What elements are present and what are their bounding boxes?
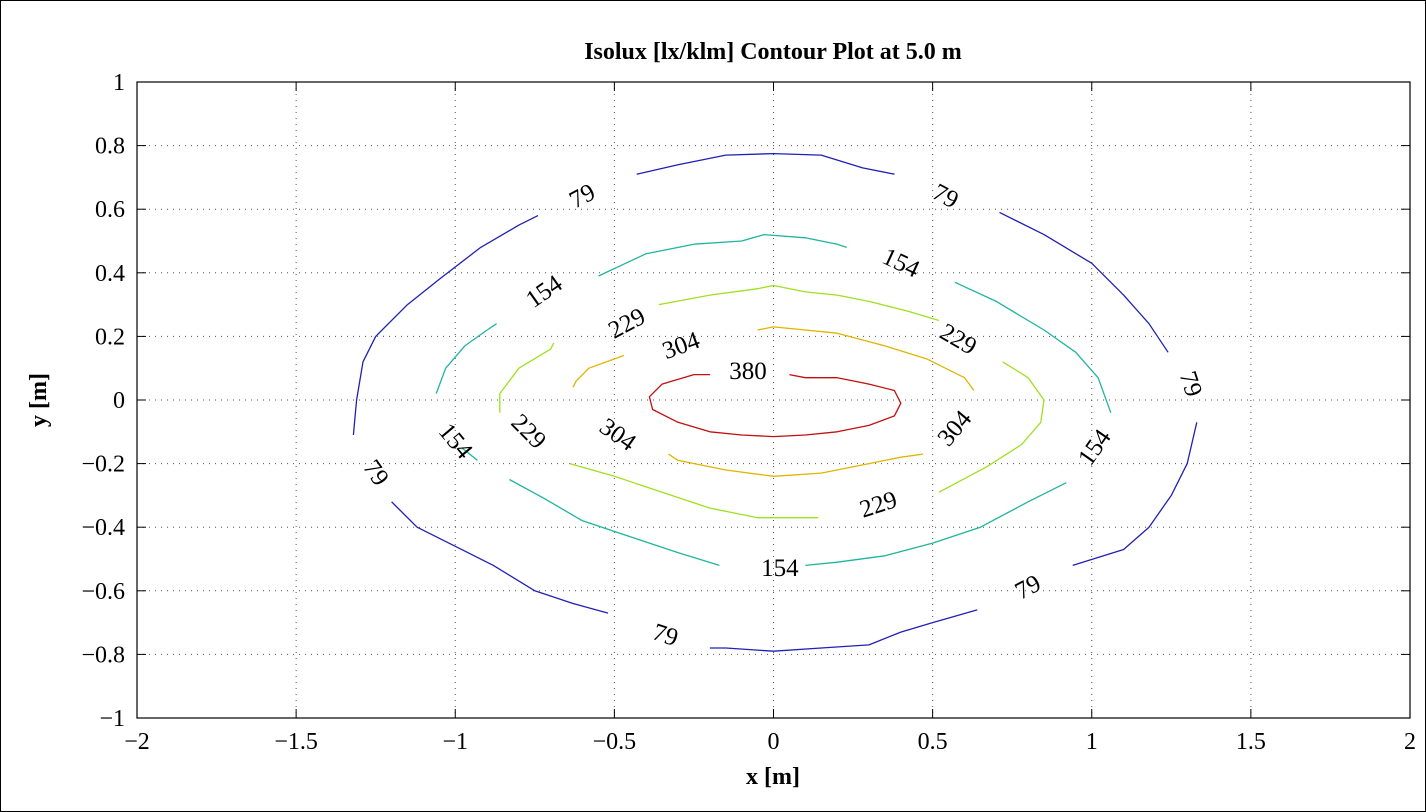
- contour-154-segment: [509, 478, 720, 567]
- contour-label-229: 229: [935, 319, 981, 361]
- x-tick-label: 1.5: [1236, 729, 1266, 755]
- contour-label-229: 229: [506, 409, 552, 455]
- contour-154-segment: [435, 323, 497, 394]
- contour-label-79: 79: [928, 179, 963, 215]
- contour-label-229: 229: [857, 486, 901, 523]
- contour-label-154: 154: [521, 270, 568, 314]
- contour-154-segment: [598, 233, 847, 277]
- contour-label-229: 229: [604, 303, 650, 344]
- y-tick-label: −0.2: [81, 452, 125, 478]
- contour-380-segment: [648, 373, 902, 438]
- contour-154-segment: [954, 281, 1112, 413]
- contour-label-79: 79: [357, 455, 393, 491]
- y-tick-label: −0.6: [81, 579, 125, 605]
- contour-79-segment: [352, 215, 539, 436]
- contour-label-154: 154: [433, 418, 478, 464]
- contour-79-segment: [999, 211, 1169, 353]
- y-tick-label: 0.6: [95, 197, 125, 223]
- y-tick-label: 0: [113, 388, 125, 414]
- x-tick-label: −1: [442, 729, 468, 755]
- contour-label-380: 380: [729, 358, 767, 385]
- x-axis-label: x [m]: [746, 764, 800, 790]
- contour-label-154: 154: [761, 555, 799, 582]
- y-axis-label: y [m]: [26, 373, 52, 427]
- y-tick-label: 0.2: [95, 324, 125, 350]
- contour-304-segment: [757, 326, 975, 391]
- contour-label-79: 79: [1011, 570, 1046, 606]
- contour-label-304: 304: [659, 327, 704, 365]
- contour-229-segment: [658, 284, 940, 322]
- y-tick-label: 1: [113, 70, 125, 96]
- contour-79-segment: [636, 152, 895, 175]
- x-tick-label: −2: [124, 729, 150, 755]
- contour-label-79: 79: [1174, 368, 1207, 400]
- y-tick-label: −1: [99, 706, 125, 732]
- x-tick-label: 0: [768, 729, 780, 755]
- contour-79-segment: [1072, 422, 1198, 567]
- contour-label-154: 154: [878, 243, 924, 284]
- contour-label-79: 79: [649, 619, 681, 652]
- contour-label-304: 304: [933, 405, 978, 451]
- contour-304-segment: [668, 453, 924, 477]
- x-tick-label: −0.5: [593, 729, 637, 755]
- x-tick-label: 0.5: [918, 729, 948, 755]
- x-tick-label: 2: [1404, 729, 1416, 755]
- contour-label-79: 79: [565, 179, 600, 215]
- contour-229-segment: [938, 361, 1045, 493]
- y-tick-label: 0.4: [95, 261, 125, 287]
- contour-label-304: 304: [594, 413, 641, 457]
- contour-79-segment: [709, 609, 978, 652]
- contour-154-segment: [805, 482, 1067, 567]
- chart-title: Isolux [lx/klm] Contour Plot at 5.0 m: [584, 39, 962, 65]
- ticks: −2 −1.5 −1 −0.5 0 0.5 1 1.5 2 1 0.8 0.6 0.4 0.2 0 −0.2 −…: [81, 70, 1416, 755]
- contour-79-segment: [391, 501, 609, 614]
- x-tick-label: −1.5: [274, 729, 318, 755]
- contour-lines: [352, 152, 1198, 652]
- y-tick-label: −0.4: [81, 515, 125, 541]
- contour-304-segment: [572, 354, 625, 388]
- contour-229-segment: [569, 462, 819, 519]
- grid-lines: [137, 82, 1410, 718]
- y-tick-label: 0.8: [95, 134, 125, 160]
- y-tick-label: −0.8: [81, 642, 125, 668]
- contour-229-segment: [499, 342, 555, 413]
- x-tick-label: 1: [1086, 729, 1098, 755]
- contour-154-segment: [461, 447, 478, 461]
